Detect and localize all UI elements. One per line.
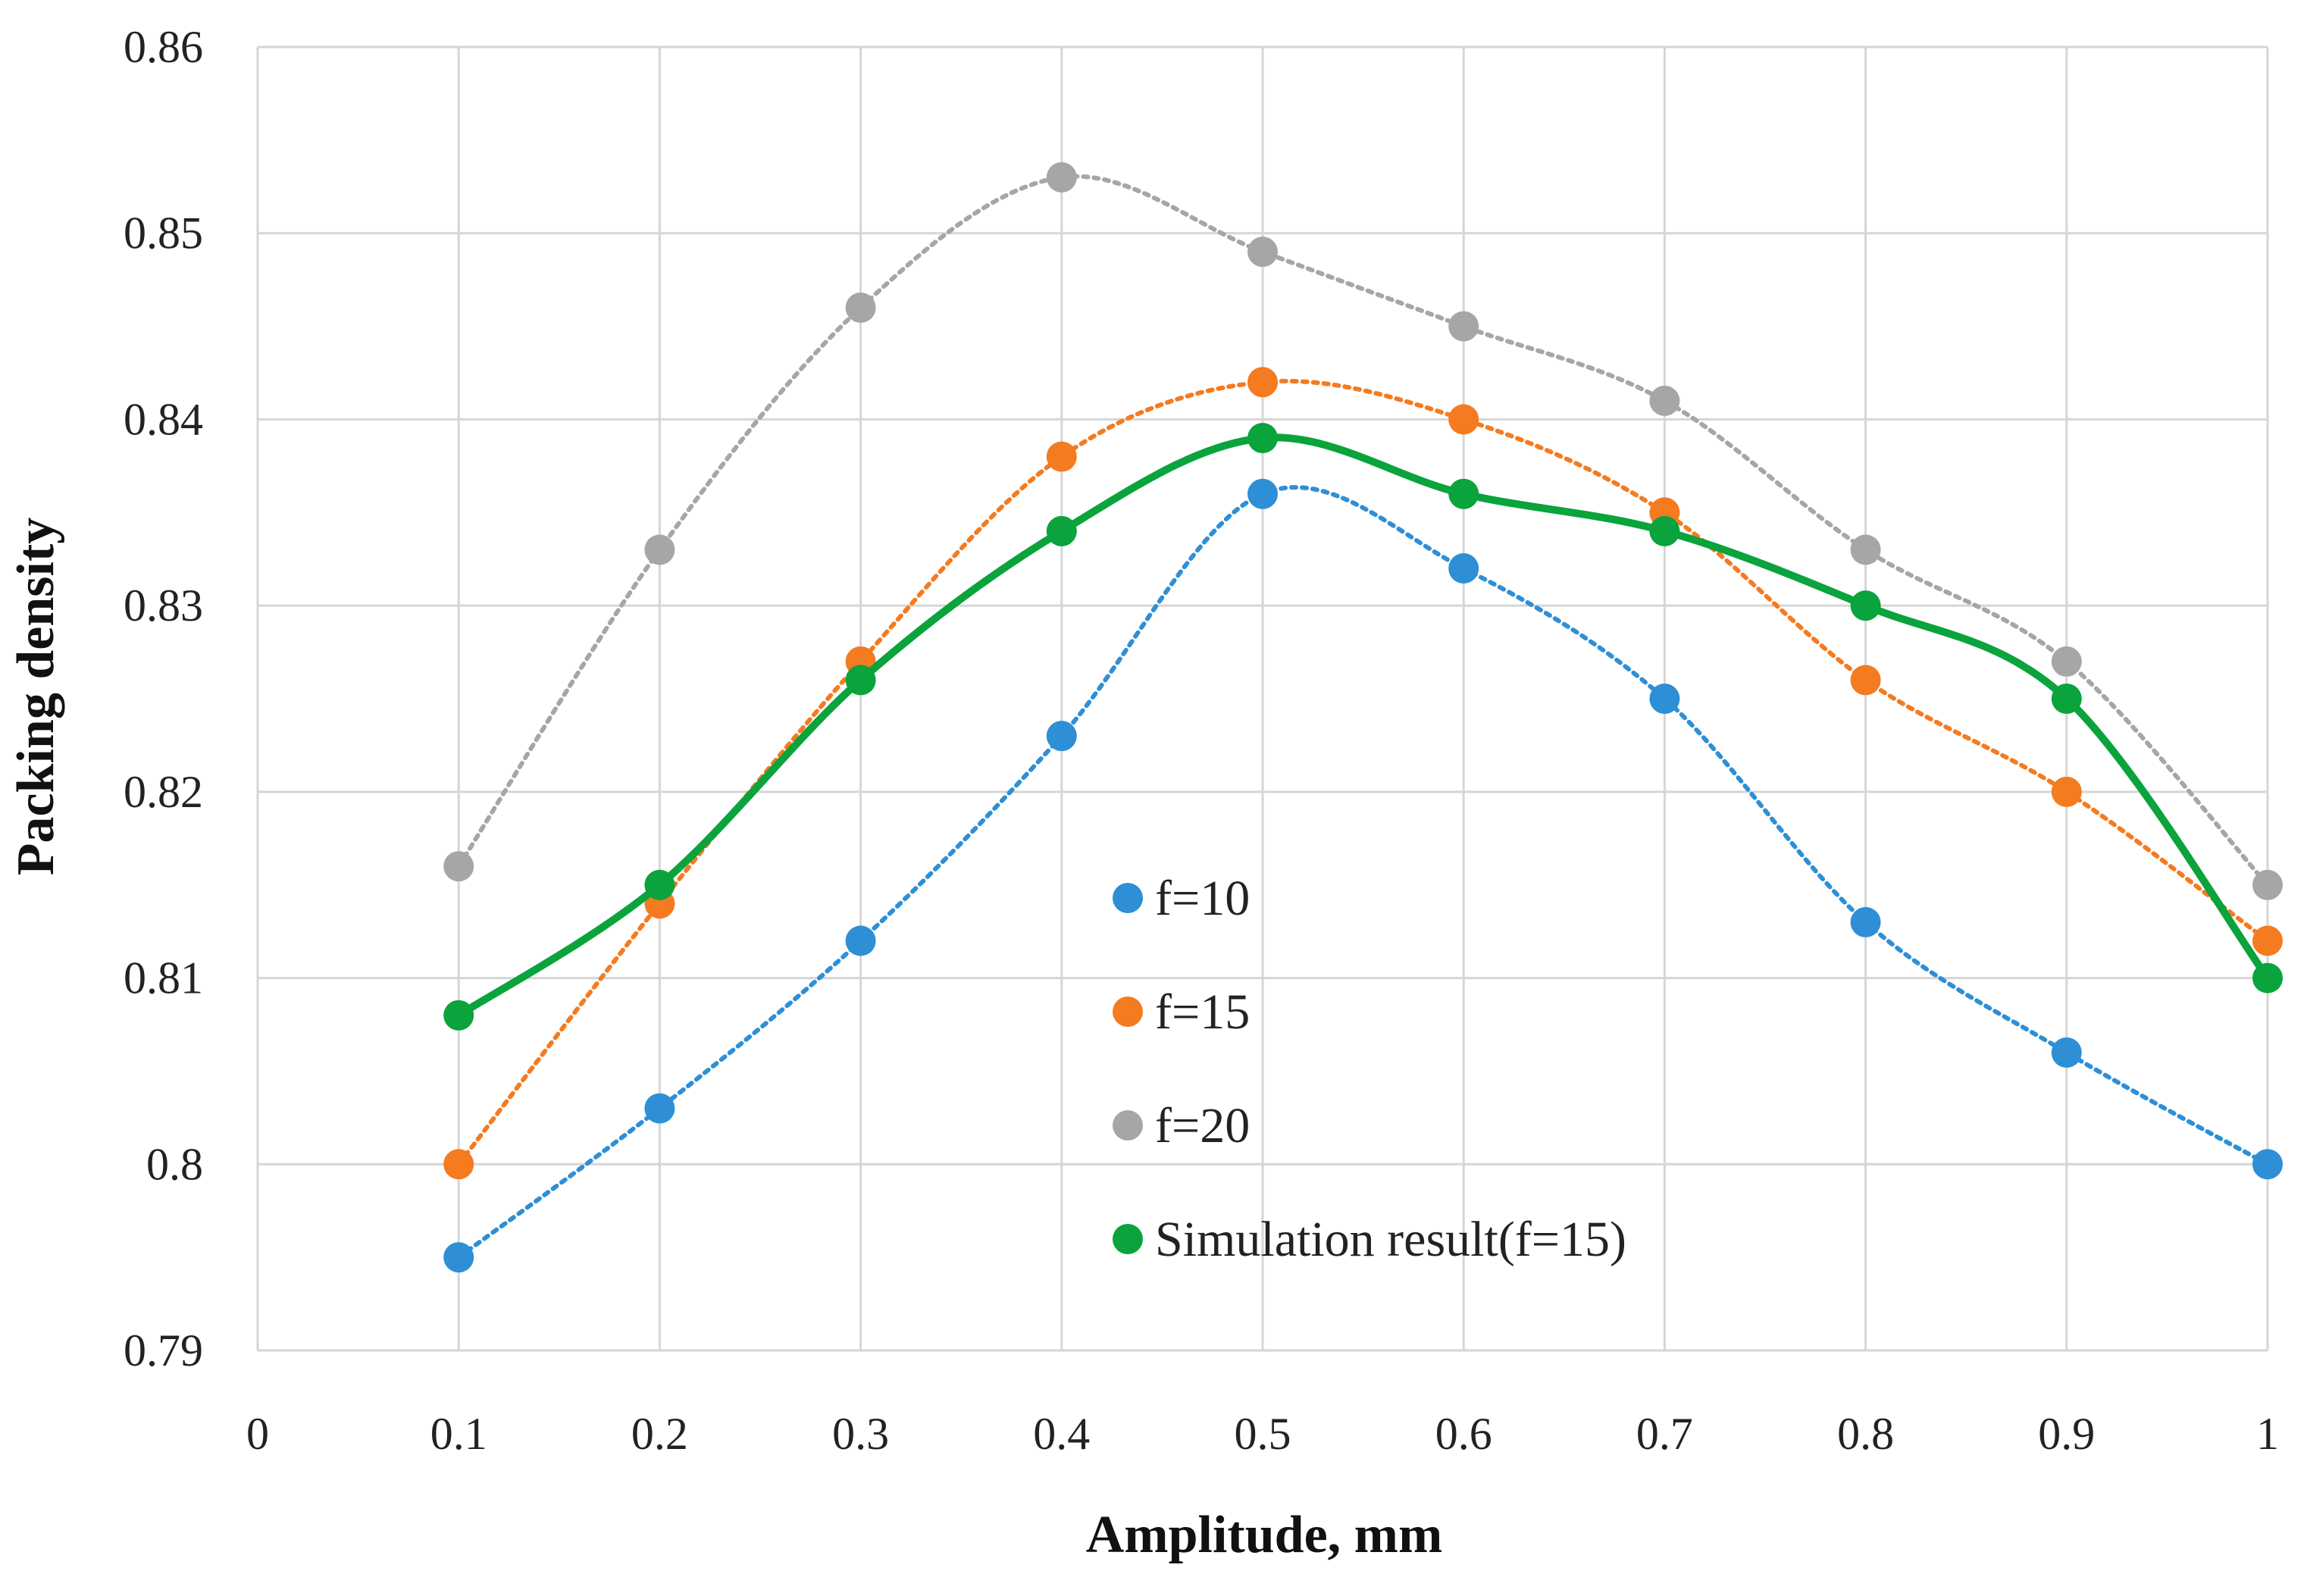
y-tick-label-4: 0.83: [124, 581, 203, 631]
data-point-s1-9: [2252, 925, 2283, 956]
data-point-s0-4: [1247, 478, 1278, 509]
x-tick-label-4: 0.4: [1033, 1409, 1090, 1459]
x-tick-label-2: 0.2: [631, 1409, 688, 1459]
series-2: [443, 162, 2283, 900]
data-point-s3-8: [2051, 684, 2082, 714]
series-3: [443, 423, 2283, 1031]
data-point-s3-3: [1046, 515, 1077, 546]
data-point-s0-2: [845, 925, 876, 956]
legend-marker-0: [1113, 883, 1143, 913]
x-axis-ticks: 0 0.1 0.2 0.3 0.4 0.5 0.6 0.7 0.8 0.9 1: [246, 1409, 2279, 1459]
data-point-s0-9: [2252, 1149, 2283, 1180]
legend-marker-3: [1113, 1224, 1143, 1254]
x-tick-label-9: 0.9: [2038, 1409, 2095, 1459]
legend-label-0: f=10: [1155, 871, 1250, 926]
data-point-s2-8: [2051, 646, 2082, 677]
y-axis-title: Packing density: [7, 518, 65, 876]
data-point-s0-6: [1649, 684, 1680, 714]
x-tick-label-3: 0.3: [832, 1409, 889, 1459]
data-point-s3-6: [1649, 515, 1680, 546]
data-point-s3-1: [644, 869, 675, 900]
data-point-s1-3: [1046, 441, 1077, 472]
data-point-s1-4: [1247, 367, 1278, 398]
data-point-s1-8: [2051, 776, 2082, 807]
data-point-s1-5: [1448, 404, 1479, 435]
data-point-s2-2: [845, 293, 876, 323]
data-point-s1-7: [1850, 665, 1881, 696]
series-line-0: [456, 485, 2270, 1260]
data-point-s3-7: [1850, 590, 1881, 621]
x-tick-label-6: 0.6: [1435, 1409, 1492, 1459]
data-point-s2-6: [1649, 385, 1680, 416]
y-tick-label-1: 0.8: [146, 1139, 203, 1189]
series-layer: [443, 162, 2283, 1273]
data-point-s2-0: [443, 851, 474, 882]
legend-label-2: f=20: [1155, 1098, 1250, 1153]
x-tick-label-10: 1: [2256, 1409, 2279, 1459]
legend-label-3: Simulation result(f=15): [1155, 1212, 1626, 1267]
series-line-2: [456, 174, 2270, 887]
y-tick-label-5: 0.84: [124, 394, 203, 444]
data-point-s3-0: [443, 1000, 474, 1031]
data-point-s2-5: [1448, 311, 1479, 342]
data-point-s2-9: [2252, 869, 2283, 900]
x-tick-label-0: 0: [246, 1409, 269, 1459]
x-tick-label-8: 0.8: [1837, 1409, 1894, 1459]
legend-marker-1: [1113, 997, 1143, 1027]
data-point-s2-1: [644, 534, 675, 565]
x-axis-title: Amplitude, mm: [1086, 1506, 1443, 1564]
y-tick-label-7: 0.86: [124, 22, 203, 72]
y-tick-label-3: 0.82: [124, 767, 203, 817]
data-point-s0-3: [1046, 721, 1077, 752]
data-point-s0-5: [1448, 553, 1479, 584]
data-point-s3-9: [2252, 962, 2283, 994]
series-line-3: [455, 433, 2271, 1019]
data-point-s0-0: [443, 1242, 474, 1273]
data-point-s2-3: [1046, 162, 1077, 192]
data-point-s0-7: [1850, 906, 1881, 937]
data-point-s2-7: [1850, 534, 1881, 565]
series-0: [443, 478, 2283, 1273]
x-tick-label-5: 0.5: [1235, 1409, 1291, 1459]
y-tick-label-0: 0.79: [124, 1325, 203, 1375]
data-point-s3-2: [845, 665, 876, 696]
y-tick-label-2: 0.81: [124, 953, 203, 1003]
data-point-s2-4: [1247, 236, 1278, 268]
data-point-s1-0: [443, 1149, 474, 1180]
y-axis-ticks: 0.79 0.8 0.81 0.82 0.83 0.84 0.85 0.86: [124, 22, 203, 1375]
y-tick-label-6: 0.85: [124, 208, 203, 258]
x-tick-label-7: 0.7: [1636, 1409, 1693, 1459]
data-point-s3-4: [1247, 423, 1278, 453]
data-point-s0-1: [644, 1093, 675, 1124]
data-point-s3-5: [1448, 478, 1479, 509]
legend: f=10 f=15 f=20 Simulation result(f=15): [1113, 871, 1626, 1267]
x-tick-label-1: 0.1: [430, 1409, 487, 1459]
data-point-s0-8: [2051, 1037, 2082, 1068]
legend-marker-2: [1113, 1110, 1143, 1141]
legend-label-1: f=15: [1155, 984, 1250, 1040]
